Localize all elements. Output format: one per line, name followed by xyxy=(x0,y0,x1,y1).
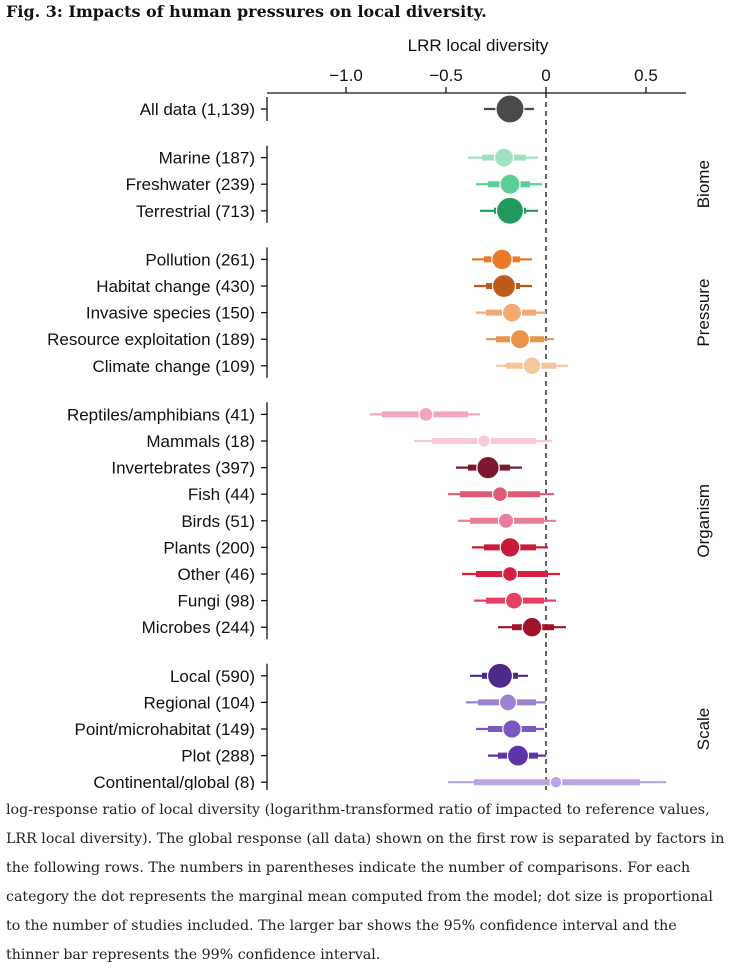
row-label: Resource exploitation (189) xyxy=(47,330,255,349)
mean-point xyxy=(495,94,525,124)
row-label: Microbes (244) xyxy=(142,618,255,637)
row-label: Invasive species (150) xyxy=(86,304,255,323)
row-label: Invertebrates (397) xyxy=(111,459,255,478)
x-tick-label: −1.0 xyxy=(329,66,363,85)
mean-point xyxy=(501,302,523,323)
group-organism: Organism Reptiles/amphibians (41) Mammals … xyxy=(67,402,713,640)
mean-point xyxy=(495,196,525,225)
forest-groups: All data (1,139) Biome Marine (187) Freshwa… xyxy=(47,94,713,790)
forest-row: Freshwater (239) xyxy=(126,173,542,195)
mean-point xyxy=(549,775,563,789)
forest-row: Reptiles/amphibians (41) xyxy=(67,405,480,424)
mean-point xyxy=(502,719,522,739)
figure-caption: log-response ratio of local diversity (l… xyxy=(6,802,725,963)
forest-row: Regional (104) xyxy=(143,693,546,712)
forest-row: Terrestrial (713) xyxy=(136,196,538,225)
mean-point xyxy=(477,434,491,448)
row-label: Fish (44) xyxy=(188,485,255,504)
row-label: Reptiles/amphibians (41) xyxy=(67,405,255,424)
mean-point xyxy=(418,406,434,422)
group-label: Biome xyxy=(694,160,713,208)
x-tick-label: 0 xyxy=(541,66,550,85)
row-label: Regional (104) xyxy=(143,693,255,712)
mean-point xyxy=(497,512,515,530)
row-label: Marine (187) xyxy=(159,149,255,168)
row-label: Point/microhabitat (149) xyxy=(75,720,255,739)
row-label: Pollution (261) xyxy=(145,250,255,269)
row-label: Climate change (109) xyxy=(92,357,255,376)
mean-point xyxy=(486,662,514,689)
mean-point xyxy=(502,565,519,582)
row-label: Terrestrial (713) xyxy=(136,202,255,221)
row-label: Continental/global (8) xyxy=(93,773,255,790)
mean-point xyxy=(492,486,509,503)
forest-row: Local (590) xyxy=(170,662,528,689)
forest-row: Habitat change (430) xyxy=(96,273,532,299)
forest-row: Birds (51) xyxy=(181,512,556,531)
forest-row: Plot (288) xyxy=(181,744,546,767)
row-label: All data (1,139) xyxy=(140,100,255,119)
figure-title: Fig. 3: Impacts of human pressures on lo… xyxy=(6,2,487,21)
forest-row: Other (46) xyxy=(178,565,560,584)
mean-point xyxy=(498,693,518,712)
row-label: Fungi (98) xyxy=(178,592,255,611)
forest-row: Continental/global (8) xyxy=(93,773,666,790)
mean-point xyxy=(506,744,530,767)
mean-point xyxy=(504,591,524,610)
group-pressure: Pressure Pollution (261) Habitat change (4… xyxy=(47,247,713,378)
forest-row: Fungi (98) xyxy=(178,591,556,611)
mean-point xyxy=(491,248,513,271)
mean-point xyxy=(491,273,517,299)
group-label: Scale xyxy=(694,708,713,751)
x-axis-label: LRR local diversity xyxy=(408,36,549,55)
x-axis: −1.0 −0.5 0 0.5 xyxy=(267,66,686,790)
row-label: Habitat change (430) xyxy=(96,277,255,296)
mean-point xyxy=(499,537,521,558)
mean-point xyxy=(521,616,543,638)
row-label: Freshwater (239) xyxy=(126,175,255,194)
row-label: Other (46) xyxy=(178,565,255,584)
row-label: Birds (51) xyxy=(181,512,255,531)
forest-row: Invasive species (150) xyxy=(86,302,546,323)
row-label: Mammals (18) xyxy=(146,432,255,451)
forest-row: Invertebrates (397) xyxy=(111,455,522,480)
forest-row: Microbes (244) xyxy=(142,616,566,638)
forest-row: Plants (200) xyxy=(163,537,548,558)
forest-row: Pollution (261) xyxy=(145,248,532,271)
forest-row: Marine (187) xyxy=(159,147,538,168)
group-scale: Scale Local (590) Regional (104) Point/micr… xyxy=(75,662,713,790)
x-tick-label: −0.5 xyxy=(429,66,463,85)
row-label: Plot (288) xyxy=(181,747,255,766)
forest-row: Point/microhabitat (149) xyxy=(75,719,544,739)
mean-point xyxy=(522,356,542,376)
forest-row: All data (1,139) xyxy=(140,94,534,124)
x-tick-label: 0.5 xyxy=(634,66,658,85)
forest-row: Climate change (109) xyxy=(92,356,568,376)
row-label: Local (590) xyxy=(170,667,255,686)
forest-row: Mammals (18) xyxy=(146,432,552,451)
mean-point xyxy=(499,173,521,195)
forest-row: Fish (44) xyxy=(188,485,554,504)
forest-plot: LRR local diversity −1.0 −0.5 0 0.5 All dat… xyxy=(47,36,713,790)
mean-point xyxy=(476,455,500,480)
group-all-data: All data (1,139) xyxy=(140,94,534,124)
group-label: Pressure xyxy=(694,279,713,347)
row-label: Plants (200) xyxy=(163,538,255,557)
forest-row: Resource exploitation (189) xyxy=(47,329,554,350)
mean-point xyxy=(493,147,515,168)
group-label: Organism xyxy=(694,484,713,558)
mean-point xyxy=(509,329,531,350)
group-biome: Biome Marine (187) Freshwater (239) Terrest… xyxy=(126,145,713,225)
